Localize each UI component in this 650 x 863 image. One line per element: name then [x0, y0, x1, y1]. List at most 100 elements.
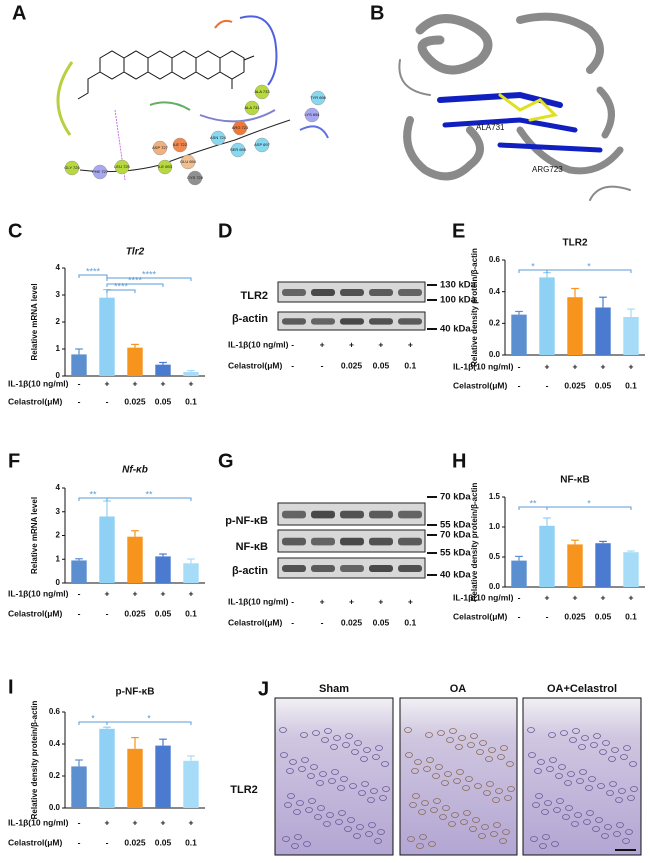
cell: [597, 783, 605, 789]
cell: [448, 821, 456, 827]
residue-node: [210, 130, 226, 146]
residue-label: ILE 722: [173, 142, 188, 147]
condition-label: Celastrol(μM): [453, 380, 507, 390]
y-tick-label: 0.2: [49, 771, 61, 780]
cell: [562, 814, 570, 820]
marker-label: 130 kDa: [440, 280, 477, 291]
condition-label: Celastrol(μM): [8, 608, 62, 618]
condition-value: +: [545, 592, 550, 602]
cell: [279, 727, 287, 733]
panel-letter: G: [218, 450, 234, 472]
cell: [560, 730, 568, 736]
cell: [280, 752, 288, 758]
condition-value: +: [349, 596, 354, 606]
cell: [618, 788, 626, 794]
cell: [340, 776, 348, 782]
significance-bracket: [106, 721, 192, 725]
cell: [507, 786, 515, 792]
condition-label: IL-1β(10 ng/ml): [8, 817, 69, 827]
condition-value: -: [291, 360, 294, 370]
blot-band: [311, 318, 335, 325]
y-tick-label: 0.5: [489, 552, 501, 561]
residue-label: ARG723: [532, 165, 563, 174]
cell: [483, 790, 491, 796]
cell: [312, 730, 320, 736]
cell: [344, 826, 352, 832]
y-tick-label: 1: [56, 344, 61, 353]
condition-label: Celastrol(μM): [228, 360, 282, 370]
cell: [544, 800, 552, 806]
cell: [349, 783, 357, 789]
blot-band: [311, 289, 335, 296]
cell: [305, 807, 313, 813]
condition-label: IL-1β(10 ng/ml): [453, 592, 514, 602]
condition-value: -: [518, 592, 521, 602]
condition-value: -: [78, 837, 81, 847]
condition-label: IL-1β(10 ng/ml): [8, 588, 69, 598]
condition-value: +: [408, 339, 413, 349]
condition-value: +: [545, 361, 550, 371]
cell: [504, 795, 512, 801]
y-axis-label: Relative density protein/β-actin: [470, 248, 479, 367]
cell: [414, 759, 422, 765]
cell: [347, 817, 355, 823]
marker-label: 100 kDa: [440, 295, 477, 306]
cell: [530, 836, 538, 842]
significance-label: *: [147, 713, 151, 723]
cell: [412, 793, 420, 799]
cell: [337, 785, 345, 791]
column-label: Sham: [319, 683, 349, 695]
blot-band: [369, 510, 393, 519]
residue-label: LYS 694: [304, 112, 320, 117]
cell: [323, 821, 331, 827]
condition-value: 0.05: [155, 837, 172, 847]
cell: [581, 735, 589, 741]
cell: [565, 805, 573, 811]
blot-band: [340, 537, 364, 546]
cell: [542, 834, 550, 840]
blot-band: [398, 537, 422, 546]
cell: [342, 742, 350, 748]
significance-bracket: [546, 506, 632, 510]
residue-label: ALA 731: [244, 105, 260, 110]
cell: [354, 740, 362, 746]
cell: [411, 768, 419, 774]
condition-value: +: [601, 361, 606, 371]
bar: [71, 560, 87, 583]
cell: [330, 744, 338, 750]
cell: [319, 771, 327, 777]
residue-node: [172, 137, 188, 153]
cell: [435, 764, 443, 770]
condition-value: 0.025: [124, 608, 146, 618]
marker-label: 70 kDa: [440, 492, 471, 503]
cell: [303, 841, 311, 847]
condition-label: Celastrol(μM): [8, 837, 62, 847]
panel-letter: A: [12, 2, 26, 24]
cell: [282, 836, 290, 842]
condition-value: -: [546, 380, 549, 390]
significance-bracket: [78, 274, 108, 278]
cell: [356, 824, 364, 830]
y-tick-label: 0: [56, 578, 61, 587]
band-label: β-actin: [232, 313, 268, 325]
condition-value: +: [601, 592, 606, 602]
cell: [620, 754, 628, 760]
marker-label: 55 kDa: [440, 520, 471, 531]
condition-value: +: [408, 596, 413, 606]
band-label: NF-κB: [236, 541, 268, 553]
blot-band: [369, 537, 393, 546]
condition-value: -: [518, 380, 521, 390]
condition-value: +: [133, 817, 138, 827]
condition-value: -: [78, 817, 81, 827]
condition-label: Celastrol(μM): [228, 617, 282, 627]
blot-band: [282, 289, 306, 296]
cell: [500, 745, 508, 751]
residue-label: GLU 694: [180, 159, 197, 164]
blot-band: [340, 318, 364, 325]
cell: [629, 761, 637, 767]
cell: [301, 757, 309, 763]
condition-value: 0.1: [625, 380, 637, 390]
bar: [127, 536, 143, 583]
cell: [300, 732, 308, 738]
cell: [537, 759, 545, 765]
